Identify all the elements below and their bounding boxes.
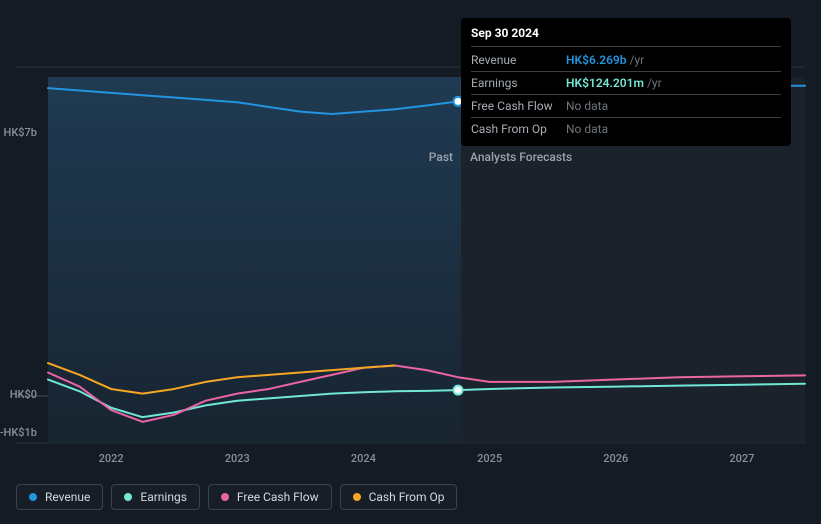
- legend-label: Revenue: [45, 490, 90, 504]
- x-tick-label: 2023: [225, 452, 250, 465]
- legend-label: Earnings: [140, 490, 187, 504]
- legend-label: Free Cash Flow: [237, 490, 319, 504]
- tooltip-metric-unit: /yr: [647, 74, 662, 92]
- financials-chart: HK$7b HK$0 -HK$1b 2022 2023 2024 2025 2026 20…: [0, 0, 821, 524]
- x-tick-label: 2027: [729, 452, 754, 465]
- legend-item-free-cash-flow[interactable]: Free Cash Flow: [208, 484, 332, 510]
- legend-color-dot: [124, 493, 132, 501]
- tooltip-metric-value: No data: [566, 120, 608, 138]
- y-tick-label: -HK$1b: [0, 426, 37, 439]
- legend-color-dot: [29, 493, 37, 501]
- legend-item-earnings[interactable]: Earnings: [111, 484, 200, 510]
- past-label: Past: [429, 150, 453, 164]
- x-tick-label: 2026: [603, 452, 628, 465]
- x-tick-label: 2024: [351, 452, 376, 465]
- tooltip-metric-value: HK$124.201m: [566, 74, 644, 92]
- tooltip-row: Cash From OpNo data: [471, 118, 781, 140]
- tooltip-metric-label: Revenue: [471, 51, 566, 69]
- legend-label: Cash From Op: [369, 490, 445, 504]
- tooltip-date: Sep 30 2024: [471, 24, 781, 47]
- tooltip-metric-label: Cash From Op: [471, 120, 566, 138]
- y-tick-label: HK$0: [0, 388, 37, 401]
- tooltip-row: EarningsHK$124.201m/yr: [471, 72, 781, 95]
- tooltip-metric-value: HK$6.269b: [566, 51, 627, 69]
- tooltip-metric-value: No data: [566, 97, 608, 115]
- tooltip-metric-label: Free Cash Flow: [471, 97, 566, 115]
- legend-color-dot: [221, 493, 229, 501]
- legend-item-cash-from-op[interactable]: Cash From Op: [340, 484, 458, 510]
- legend-item-revenue[interactable]: Revenue: [16, 484, 103, 510]
- tooltip-row: RevenueHK$6.269b/yr: [471, 49, 781, 72]
- tooltip-row: Free Cash FlowNo data: [471, 95, 781, 118]
- y-tick-label: HK$7b: [0, 126, 37, 139]
- tooltip-metric-label: Earnings: [471, 74, 566, 92]
- x-tick-label: 2025: [477, 452, 502, 465]
- forecast-label: Analysts Forecasts: [470, 150, 572, 164]
- tooltip-metric-unit: /yr: [630, 51, 645, 69]
- legend-color-dot: [353, 493, 361, 501]
- chart-tooltip: Sep 30 2024 RevenueHK$6.269b/yrEarningsH…: [461, 18, 791, 146]
- x-tick-label: 2022: [99, 452, 124, 465]
- chart-legend: Revenue Earnings Free Cash Flow Cash From O…: [16, 484, 457, 510]
